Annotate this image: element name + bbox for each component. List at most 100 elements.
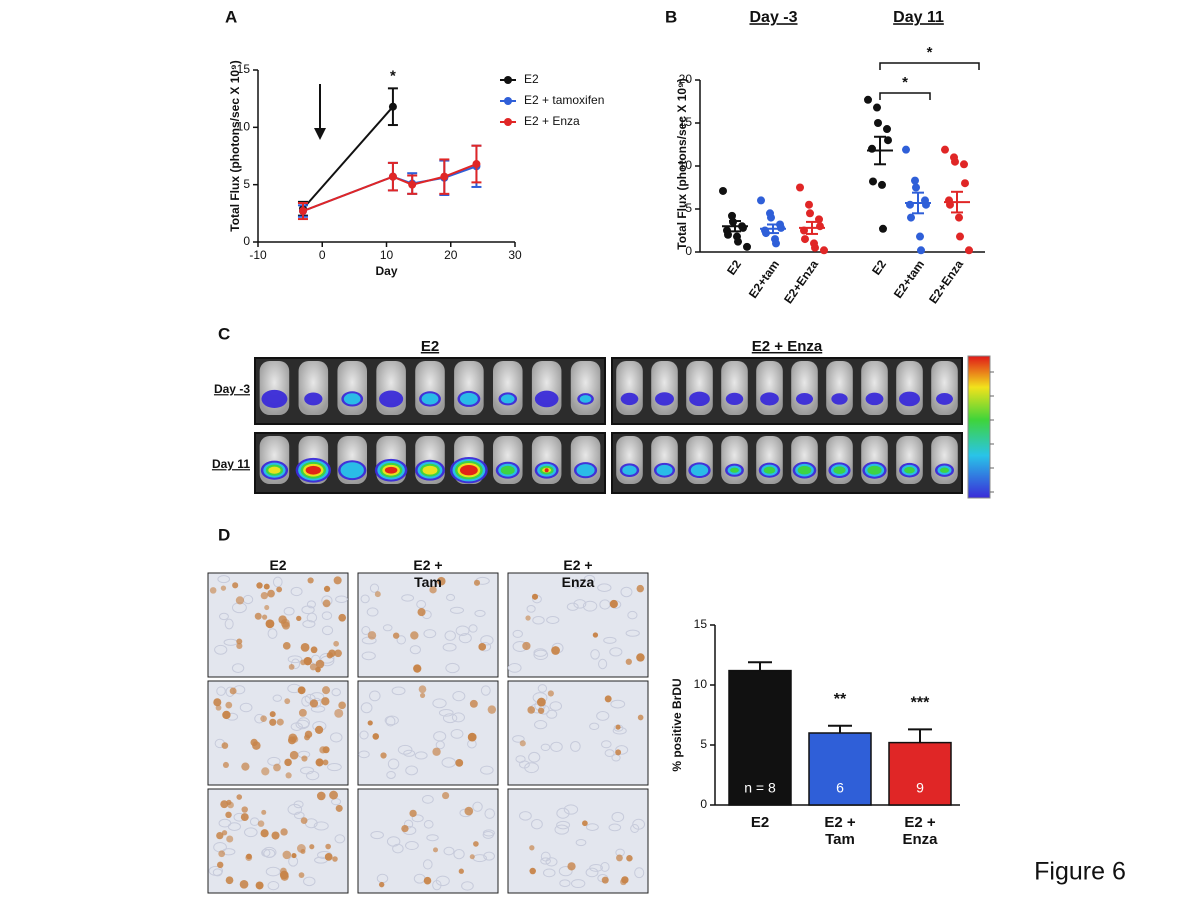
cell — [583, 574, 596, 584]
significance: ** — [834, 691, 847, 708]
n-label: 6 — [836, 780, 844, 796]
cell — [571, 879, 586, 889]
data-point — [388, 172, 397, 181]
x-tick-label: E2+Enza — [926, 257, 966, 306]
stained-nucleus — [333, 576, 342, 585]
cell — [446, 593, 456, 602]
signal — [379, 390, 404, 408]
n-label: n = 8 — [744, 780, 776, 796]
cell — [384, 715, 399, 726]
cell — [444, 630, 456, 641]
cell — [546, 709, 558, 719]
stained-nucleus — [551, 646, 560, 655]
stained-nucleus — [220, 585, 227, 591]
x-tick-label: 30 — [508, 248, 522, 262]
panel-label: D — [218, 525, 230, 544]
column-title: E2 + Enza — [752, 338, 823, 355]
data-point — [801, 235, 809, 244]
cell — [608, 823, 622, 832]
cell — [540, 743, 551, 752]
y-tick-label: 15 — [679, 115, 693, 129]
stained-nucleus — [301, 755, 308, 762]
stained-nucleus — [332, 856, 338, 862]
cell — [597, 583, 612, 592]
mouse — [791, 361, 818, 415]
signal — [622, 465, 637, 475]
cell — [603, 636, 617, 644]
stained-nucleus — [409, 809, 417, 818]
stained-nucleus — [423, 876, 432, 885]
cell — [598, 658, 608, 670]
y-axis-label: Total Flux (photons/sec X 10⁹) — [228, 60, 242, 232]
data-point — [873, 103, 881, 112]
micrograph — [357, 680, 499, 786]
data-point — [734, 237, 742, 246]
signal — [904, 466, 915, 474]
cell — [423, 820, 434, 829]
cell — [426, 834, 439, 842]
stained-nucleus — [269, 711, 276, 718]
stained-nucleus — [531, 593, 539, 600]
y-tick-label: 10 — [694, 677, 708, 691]
row-label: Day 11 — [212, 457, 250, 471]
stained-nucleus — [455, 758, 464, 767]
stained-nucleus — [279, 870, 289, 880]
x-tick-label: 20 — [444, 248, 458, 262]
mouse — [651, 361, 678, 415]
mouse — [756, 361, 783, 415]
stained-nucleus — [241, 762, 250, 771]
cell — [302, 620, 316, 628]
cell — [482, 830, 494, 839]
data-point — [440, 172, 449, 181]
n-label: 9 — [916, 780, 924, 796]
panel-label: C — [218, 324, 230, 343]
cell — [290, 722, 303, 731]
cell — [559, 879, 571, 888]
data-point — [868, 144, 876, 153]
stained-nucleus — [236, 794, 243, 800]
data-point — [757, 196, 765, 205]
cell — [306, 600, 316, 609]
data-point — [408, 180, 417, 189]
series-line — [302, 106, 394, 210]
cell — [409, 645, 421, 655]
cell — [610, 699, 626, 709]
data-point — [806, 209, 814, 218]
stained-nucleus — [315, 659, 325, 669]
y-tick-label: 5 — [243, 177, 250, 191]
stained-nucleus — [442, 791, 450, 800]
cell — [403, 749, 416, 757]
signal — [305, 465, 322, 475]
figure-label: Figure 6 — [1034, 858, 1126, 886]
y-tick-label: 0 — [700, 797, 707, 811]
signal — [579, 395, 592, 403]
cell — [382, 624, 393, 632]
cell — [370, 830, 384, 840]
cell — [596, 711, 610, 721]
data-point — [874, 119, 882, 127]
cell — [267, 881, 280, 891]
signal — [725, 392, 744, 406]
significance: *** — [911, 695, 930, 712]
stained-nucleus — [297, 686, 306, 695]
stained-nucleus — [309, 663, 317, 671]
signal — [534, 390, 559, 408]
cell — [361, 625, 371, 636]
cell — [404, 819, 414, 829]
y-tick-label: 15 — [694, 617, 708, 631]
signal — [421, 393, 439, 405]
stained-nucleus — [241, 806, 248, 813]
cell — [575, 838, 587, 847]
significance: * — [927, 44, 933, 61]
stained-nucleus — [282, 850, 292, 860]
stained-nucleus — [239, 879, 249, 889]
x-tick-label: E2+tam — [891, 258, 927, 301]
stained-nucleus — [601, 876, 609, 884]
stained-nucleus — [374, 591, 381, 598]
stained-nucleus — [536, 697, 546, 707]
data-point — [724, 230, 732, 239]
cell — [512, 735, 525, 743]
cell — [432, 879, 442, 891]
cell — [519, 811, 532, 821]
x-tick-label: -10 — [249, 248, 267, 262]
